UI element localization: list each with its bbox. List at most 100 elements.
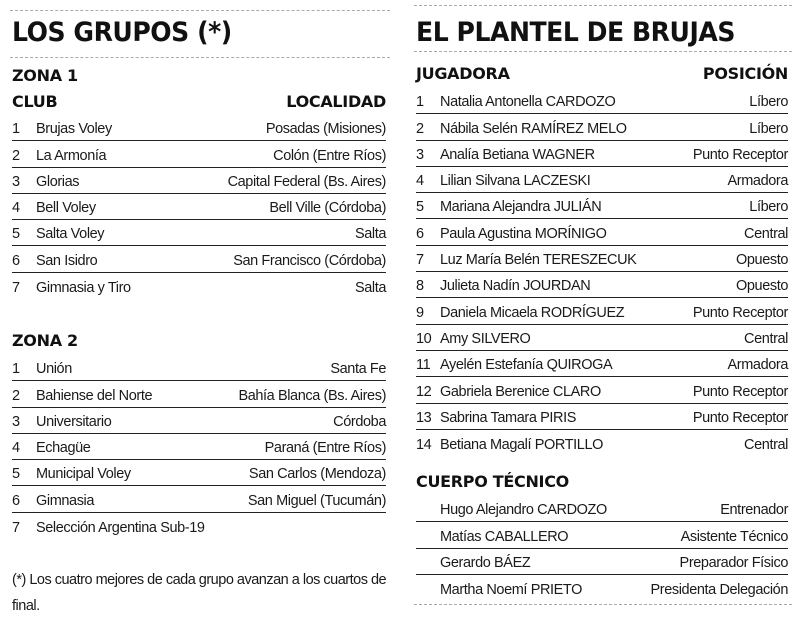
col-position: POSICIÓN <box>702 64 788 83</box>
player-position: Punto Receptor <box>692 409 789 426</box>
row-number: 2 <box>416 120 424 137</box>
player-position: Opuesto <box>735 252 788 269</box>
club-locality: Bell Ville (Córdoba) <box>269 200 386 217</box>
table-row: 2 La Armonía Colón (Entre Ríos) <box>12 141 386 168</box>
footnote: (*) Los cuatro mejores de cada grupo ava… <box>12 572 387 614</box>
staff-name: Matías CABALLERO <box>440 528 569 545</box>
club-name: Gimnasia y Tiro <box>36 280 131 297</box>
player-name: Nábila Selén RAMÍREZ MELO <box>440 120 627 137</box>
table-row: Gerardo BÁEZ Preparador Físico <box>416 549 788 575</box>
player-name: Sabrina Tamara PIRIS <box>440 409 576 426</box>
club-name: Bell Voley <box>36 200 96 217</box>
row-number: 3 <box>416 146 424 163</box>
club-name: Bahiense del Norte <box>36 387 153 404</box>
player-name: Betiana Magalí PORTILLO <box>440 437 604 454</box>
row-number: 9 <box>416 304 424 321</box>
club-name: Echagüe <box>36 440 91 457</box>
divider <box>10 57 390 58</box>
table-row: 3 Glorias Capital Federal (Bs. Aires) <box>12 168 386 194</box>
table-row: 6 Gimnasia San Miguel (Tucumán) <box>12 486 386 513</box>
row-number: 2 <box>12 387 20 404</box>
player-position: Opuesto <box>735 278 788 295</box>
row-number: 4 <box>12 200 20 217</box>
row-number: 5 <box>12 466 20 483</box>
player-position: Central <box>744 330 788 347</box>
staff-name: Gerardo BÁEZ <box>440 554 531 571</box>
row-number: 10 <box>416 330 432 347</box>
staff-name: Martha Noemí PRIETO <box>440 582 583 599</box>
table-row: 7 Gimnasia y Tiro Salta <box>12 273 386 299</box>
player-position: Punto Receptor <box>692 383 789 400</box>
row-number: 7 <box>12 520 20 537</box>
table-row: 12 Gabriela Berenice CLARO Punto Receptor <box>416 377 789 404</box>
table-row: 2 Bahiense del Norte Bahía Blanca (Bs. Air… <box>12 381 386 408</box>
club-name: Universitario <box>36 413 112 430</box>
player-position: Central <box>744 225 788 242</box>
row-number: 12 <box>416 383 432 400</box>
club-name: La Armonía <box>36 147 107 164</box>
row-number: 13 <box>416 409 432 426</box>
table-row: 6 San Isidro San Francisco (Córdoba) <box>12 246 386 273</box>
club-name: Selección Argentina Sub-19 <box>36 520 205 537</box>
table-row: 4 Bell Voley Bell Ville (Córdoba) <box>12 194 386 221</box>
table-row: 7 Selección Argentina Sub-19 <box>12 513 386 539</box>
staff-role: Presidenta Delegación <box>650 582 789 599</box>
player-position: Líbero <box>749 120 788 137</box>
col-localidad: LOCALIDAD <box>286 92 386 111</box>
club-locality: Córdoba <box>333 413 386 430</box>
player-name: Natalia Antonella CARDOZO <box>440 94 616 111</box>
table-row: 1 Unión Santa Fe <box>12 355 386 382</box>
player-position: Armadora <box>727 357 789 374</box>
club-locality: San Carlos (Mendoza) <box>248 466 386 483</box>
player-name: Mariana Alejandra JULIÁN <box>440 199 602 216</box>
row-number: 4 <box>416 173 424 190</box>
player-name: Amy SILVERO <box>440 330 531 347</box>
row-number: 1 <box>12 361 20 378</box>
row-number: 14 <box>416 437 432 454</box>
row-number: 8 <box>416 278 424 295</box>
player-name: Lilian Silvana LACZESKI <box>440 173 591 190</box>
table-row: 10 Amy SILVERO Central <box>416 325 788 351</box>
table-row: 5 Salta Voley Salta <box>12 220 386 247</box>
club-locality: Paraná (Entre Ríos) <box>264 440 387 457</box>
table-row: 9 Daniela Micaela RODRÍGUEZ Punto Receptor <box>416 298 789 325</box>
table-row: 4 Echagüe Paraná (Entre Ríos) <box>12 434 387 461</box>
staff-role: Preparador Físico <box>679 554 789 571</box>
divider <box>10 10 390 11</box>
row-number: 2 <box>12 147 20 164</box>
club-locality: San Francisco (Córdoba) <box>233 252 386 269</box>
club-name: Gimnasia <box>36 492 95 509</box>
player-name: Paula Agustina MORÍNIGO <box>440 225 607 242</box>
club-name: Salta Voley <box>36 226 105 243</box>
col-club: CLUB <box>12 92 58 111</box>
table-row: 1 Natalia Antonella CARDOZO Líbero <box>416 88 788 115</box>
row-number: 6 <box>12 252 20 269</box>
club-name: Brujas Voley <box>36 121 112 138</box>
club-locality: Bahía Blanca (Bs. Aires) <box>238 387 386 404</box>
table-row: 14 Betiana Magalí PORTILLO Central <box>416 430 788 456</box>
table-row: 1 Brujas Voley Posadas (Misiones) <box>12 115 386 142</box>
player-name: Daniela Micaela RODRÍGUEZ <box>440 304 625 321</box>
col-player: JUGADORA <box>416 64 510 83</box>
zona2-label: ZONA 2 <box>12 331 78 350</box>
row-number: 7 <box>12 280 20 297</box>
player-position: Central <box>744 437 788 454</box>
row-number: 7 <box>416 252 424 269</box>
player-name: Ayelén Estefanía QUIROGA <box>440 357 613 374</box>
player-position: Punto Receptor <box>692 146 789 163</box>
row-number: 3 <box>12 413 20 430</box>
staff-role: Entrenador <box>720 502 788 519</box>
divider <box>414 51 792 52</box>
club-name: Municipal Voley <box>36 466 131 483</box>
staff-table: Hugo Alejandro CARDOZO Entrenador Matías C… <box>416 496 788 601</box>
table-row: 4 Lilian Silvana LACZESKI Armadora <box>416 167 788 194</box>
zona2-table: 1 Unión Santa Fe 2 Bahiense del Norte Bahía B… <box>12 355 386 539</box>
table-row: 6 Paula Agustina MORÍNIGO Central <box>416 219 788 246</box>
table-row: 7 Luz María Belén TERESZECUK Opuesto <box>416 246 788 273</box>
club-locality: Santa Fe <box>330 361 386 378</box>
roster-title: EL PLANTEL DE BRUJAS <box>416 17 735 48</box>
player-position: Punto Receptor <box>692 304 789 321</box>
table-row: Martha Noemí PRIETO Presidenta Delegación <box>416 575 788 601</box>
club-locality: Capital Federal (Bs. Aires) <box>227 173 387 190</box>
row-number: 6 <box>416 225 424 242</box>
